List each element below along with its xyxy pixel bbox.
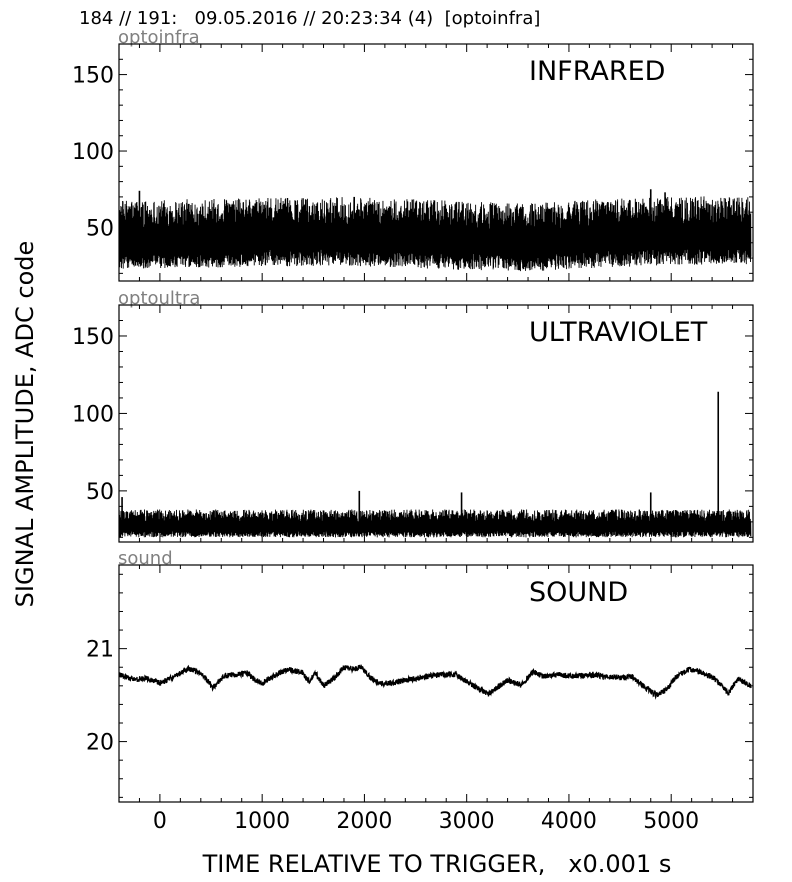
x-axis-label: TIME RELATIVE TO TRIGGER, x0.001 s	[202, 850, 672, 878]
panel-optoultra: optoultra 50 100 150 ULTRAVIOLET	[72, 288, 754, 543]
y-tick-label: 50	[86, 216, 114, 241]
y-tick-label: 20	[86, 731, 114, 756]
y-tick-label: 100	[72, 140, 114, 165]
panel-optoinfra: optoinfra 50 100 150 INFRARED	[72, 27, 754, 282]
trace-sound	[118, 664, 752, 700]
channel-label-optoultra: optoultra	[118, 288, 200, 309]
y-tick-label: 100	[72, 402, 114, 427]
y-tick-label: 21	[86, 638, 114, 663]
trace-optoinfra	[118, 196, 752, 272]
y-tick-label: 150	[72, 325, 114, 350]
y-axis-label: SIGNAL AMPLITUDE, ADC code	[11, 240, 39, 608]
x-tick-label: 5000	[643, 809, 699, 834]
panel-title-sound: SOUND	[529, 577, 628, 608]
x-tick-label: 0	[153, 809, 167, 834]
axes-frame-optoinfra	[118, 43, 754, 282]
x-tick-label: 4000	[541, 809, 597, 834]
y-tick-label: 150	[72, 64, 114, 89]
x-tick-label: 3000	[439, 809, 495, 834]
axes-frame-optoultra	[118, 304, 754, 543]
channel-label-sound: sound	[118, 548, 173, 569]
x-tick-label: 2000	[336, 809, 392, 834]
trace-optoultra	[118, 509, 752, 538]
channel-label-optoinfra: optoinfra	[118, 27, 200, 48]
plot-header: 184 // 191: 09.05.2016 // 20:23:34 (4) […	[79, 8, 541, 29]
panel-title-optoinfra: INFRARED	[529, 56, 665, 87]
y-tick-label: 50	[86, 480, 114, 505]
panel-title-optoultra: ULTRAVIOLET	[529, 317, 708, 348]
x-tick-label: 1000	[234, 809, 290, 834]
panel-sound: sound 0 1000 2000 3000 4000 5000 20 21 SOUND	[86, 548, 754, 834]
axes-frame-sound	[118, 564, 754, 803]
